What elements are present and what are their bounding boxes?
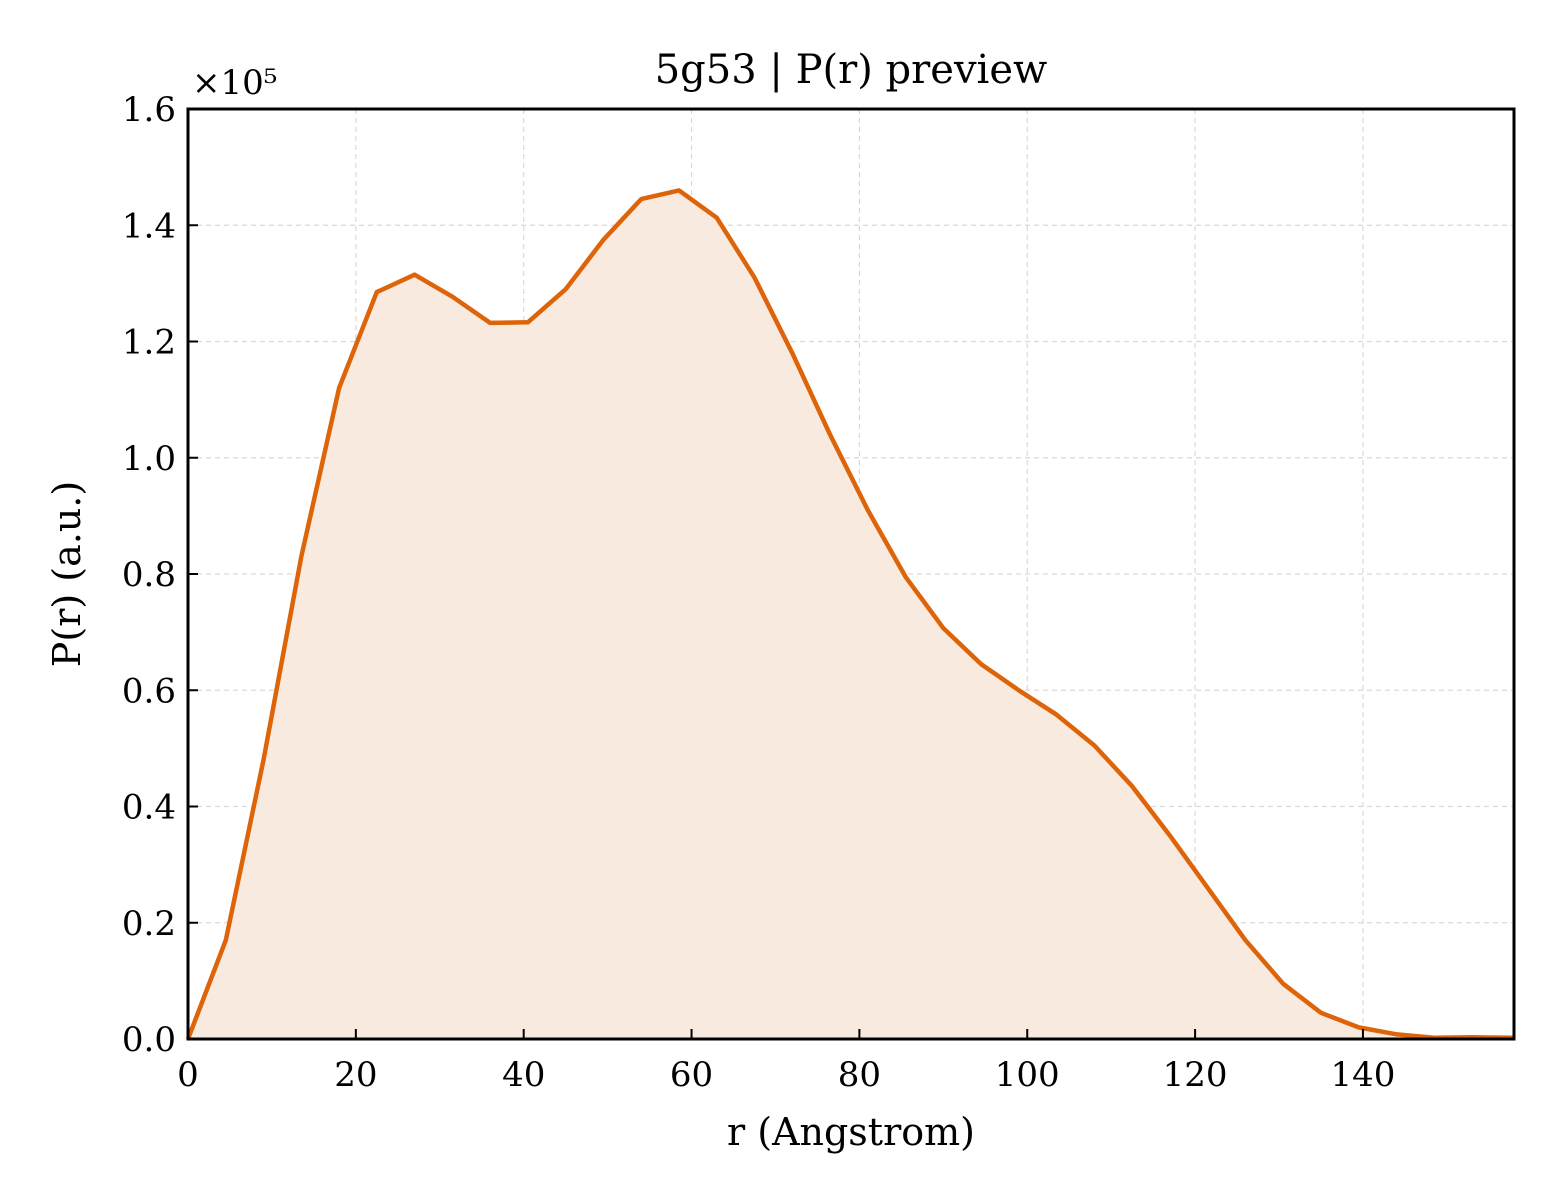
y-scale-multiplier: ×10⁵ [192, 63, 277, 103]
y-tick-label: 1.6 [122, 90, 176, 130]
x-tick-label: 20 [334, 1055, 377, 1095]
y-tick-label: 1.0 [122, 439, 176, 479]
x-tick-label: 140 [1330, 1055, 1395, 1095]
y-tick-label: 0.4 [122, 788, 176, 828]
ticks [187, 108, 1364, 1040]
y-tick-label: 0.2 [122, 904, 176, 944]
x-tick-label: 60 [670, 1055, 713, 1095]
y-tick-label: 0.0 [122, 1020, 176, 1060]
x-tick-label: 120 [1163, 1055, 1228, 1095]
x-tick-label: 0 [177, 1055, 199, 1095]
x-axis-label: r (Angstrom) [727, 1110, 975, 1154]
y-tick-label: 0.6 [122, 671, 176, 711]
pr-series-line [185, 188, 1515, 1041]
pr-area-fill [188, 190, 1514, 1039]
chart-title: 5g53 | P(r) preview [655, 47, 1048, 93]
y-tick-label: 0.8 [122, 555, 176, 595]
x-tick-label: 80 [838, 1055, 881, 1095]
y-tick-label: 1.2 [122, 323, 176, 363]
y-tick-label: 1.4 [122, 206, 176, 246]
x-tick-label: 100 [995, 1055, 1060, 1095]
y-axis-label: P(r) (a.u.) [45, 481, 89, 667]
x-tick-label: 40 [502, 1055, 545, 1095]
tick-labels: 0 20 40 60 80 100 120 140 0.0 0.2 0.4 0.6 0.8 1.0 1.2 1… [122, 90, 1395, 1095]
